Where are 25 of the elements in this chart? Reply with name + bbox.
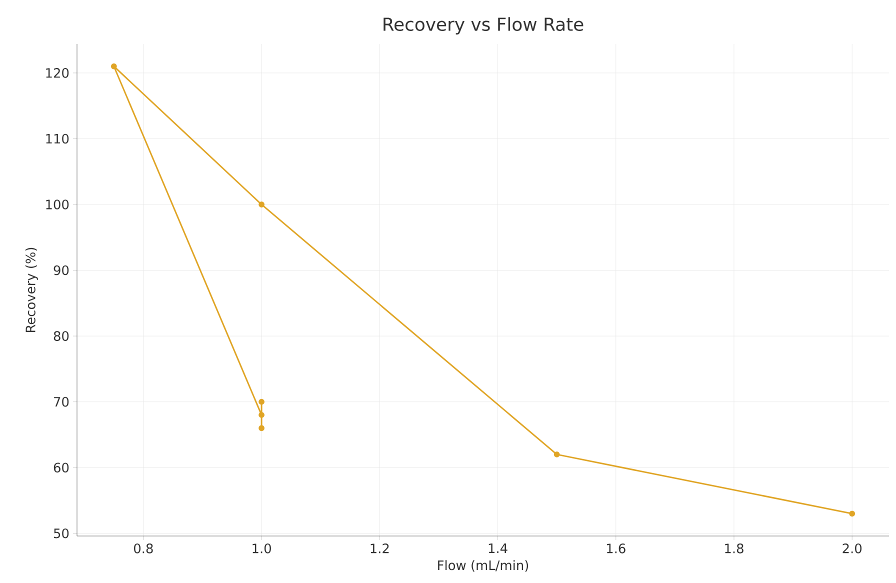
point xyxy=(554,451,560,458)
y-tick-label: 80 xyxy=(54,331,69,341)
x-axis-title: Flow (mL/min) xyxy=(438,560,528,572)
y-axis-title: Recovery (%) xyxy=(25,248,38,332)
y-tick-label: 70 xyxy=(54,396,69,407)
x-tick-label: 1.8 xyxy=(725,544,744,554)
x-tick-label: 2.0 xyxy=(842,544,862,554)
y-tick-label: 60 xyxy=(54,462,69,472)
point xyxy=(849,510,856,517)
x-tick-label: 1.2 xyxy=(370,544,389,554)
point xyxy=(258,202,264,208)
x-tick-label: 1.4 xyxy=(488,544,508,553)
x-tick-label: 1.0 xyxy=(252,544,271,554)
point xyxy=(258,412,264,418)
chart-title: Recovery vs Flow Rate xyxy=(384,17,584,34)
y-tick-label: 110 xyxy=(46,134,69,144)
x-tick-label: 1.6 xyxy=(607,544,626,554)
y-tick-label: 100 xyxy=(46,200,69,210)
y-tick-label: 90 xyxy=(54,265,69,276)
point xyxy=(258,425,264,432)
y-tick-label: 50 xyxy=(54,528,69,538)
y-tick-label: 120 xyxy=(46,68,69,78)
point xyxy=(258,398,264,405)
point xyxy=(110,63,117,70)
x-tick-label: 0.8 xyxy=(134,544,153,554)
